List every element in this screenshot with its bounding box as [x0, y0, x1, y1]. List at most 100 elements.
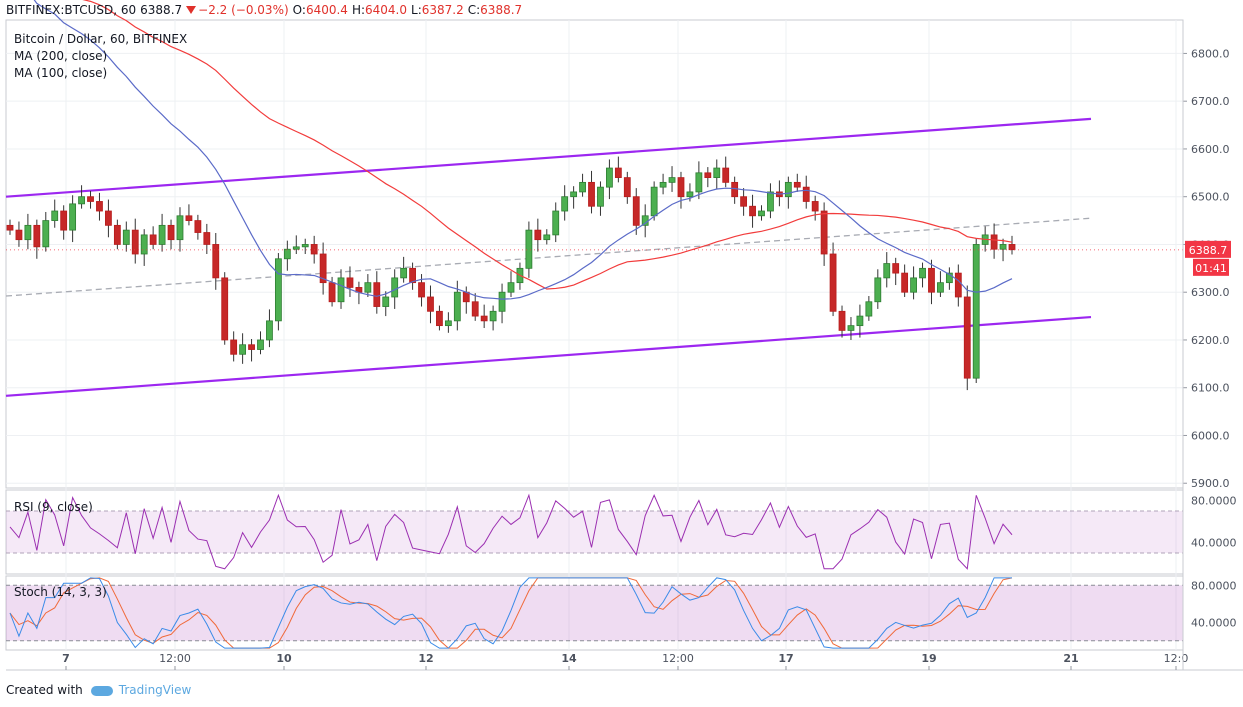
candle-body [51, 210, 59, 221]
down-arrow-icon [186, 6, 197, 14]
candle-body [283, 248, 291, 260]
candle-body [24, 224, 32, 241]
candle-body [400, 267, 408, 279]
candle-body [793, 181, 801, 188]
ma100-line [33, 0, 1013, 300]
candle-body [140, 234, 148, 255]
candle-body [847, 325, 855, 331]
y-tick-label: 6300.0 [1191, 286, 1230, 299]
legend-title[interactable]: Bitcoin / Dollar, 60, BITFINEX [14, 32, 188, 46]
candle-body [149, 234, 157, 245]
x-tick-label: 12 [418, 652, 433, 665]
symbol-name[interactable]: BITFINEX:BTCUSD, 60 [6, 3, 137, 17]
candle-body [96, 201, 103, 212]
rsi-label[interactable]: RSI (9, close) [14, 500, 93, 514]
legend-ma200[interactable]: MA (200, close) [14, 49, 108, 63]
candle-body [561, 196, 569, 212]
candle-body [937, 282, 944, 293]
main-pane [5, 19, 1184, 489]
candle-body [534, 229, 542, 241]
last-price: 6388.7 [140, 3, 183, 17]
candle-body [972, 244, 980, 379]
candle-body [614, 167, 622, 178]
candle-body [901, 272, 909, 293]
candle-body [597, 186, 604, 207]
price-tag [1185, 240, 1231, 258]
candle-body [552, 210, 560, 236]
candle-body [310, 244, 318, 255]
candle-body [328, 282, 336, 303]
candle-body [301, 244, 309, 248]
legend-ma100[interactable]: MA (100, close) [14, 66, 108, 80]
candle-body [650, 186, 658, 217]
candle-body [6, 224, 14, 231]
candle-body [990, 234, 998, 250]
candle-body [945, 272, 953, 284]
y-tick-label: 6800.0 [1191, 47, 1230, 60]
close-label: C: [467, 3, 481, 17]
candle-body [382, 296, 390, 307]
high-label: H: [351, 3, 366, 17]
candle-body [15, 229, 23, 241]
candle-body [194, 220, 202, 233]
candle-body [731, 181, 739, 198]
low-value: 6387.2 [421, 3, 464, 17]
stoch-band [6, 585, 1183, 641]
close-value: 6388.7 [480, 3, 523, 17]
candle-body [122, 229, 130, 245]
candle-body [444, 320, 452, 327]
candle-body [167, 224, 175, 241]
candle-body [239, 344, 247, 355]
symbol-header: BITFINEX:BTCUSD, 60 6388.7 −2.2 (−0.03%)… [0, 0, 1243, 20]
tradingview-link[interactable]: TradingView [118, 683, 192, 697]
candle-body [480, 315, 488, 322]
timer-tag-text: 01:41 [1195, 262, 1227, 275]
candle-body [632, 196, 640, 226]
low-label: L: [411, 3, 422, 17]
candle-body [176, 215, 184, 241]
y-tick-label: 5900.0 [1191, 477, 1230, 490]
open-label: O: [292, 3, 306, 17]
candle-body [221, 277, 229, 341]
candle-body [874, 277, 882, 303]
candle-body [346, 277, 354, 288]
candle-body [337, 277, 345, 303]
candle-body [185, 215, 193, 221]
candle-body [623, 177, 631, 198]
candle-body [677, 177, 685, 198]
tradingview-logo-icon[interactable] [90, 684, 113, 696]
candle-body [158, 224, 166, 245]
candle-body [60, 210, 68, 231]
stoch-tick-label: 80.0000 [1191, 579, 1237, 592]
candle-body [257, 339, 264, 350]
candle-body [606, 167, 613, 188]
price-tag-text: 6388.7 [1189, 244, 1228, 257]
candle-body [999, 244, 1007, 250]
candle-body [668, 177, 676, 183]
candle-body [954, 272, 962, 298]
candle-body [409, 267, 416, 284]
candle-body [418, 282, 425, 298]
candle-body [928, 267, 935, 293]
candle-body [266, 320, 273, 341]
candle-body [427, 296, 434, 312]
x-tick-label: 17 [778, 652, 793, 665]
x-tick-label: 21 [1063, 652, 1078, 665]
candle-body [740, 196, 748, 207]
candle-body [507, 282, 515, 293]
candle-body [373, 282, 381, 307]
price-change: −2.2 (−0.03%) [198, 3, 289, 17]
candle-body [749, 205, 756, 217]
rsi-tick-label: 40.0000 [1191, 537, 1237, 550]
candle-body [78, 196, 85, 205]
y-tick-label: 6600.0 [1191, 143, 1230, 156]
stoch-pane [5, 575, 1184, 651]
channel-midline [5, 217, 1092, 297]
candle-body [248, 344, 255, 350]
stoch-tick-label: 40.0000 [1191, 616, 1237, 629]
y-tick-label: 6200.0 [1191, 334, 1230, 347]
candle-body [865, 301, 873, 317]
stoch-label[interactable]: Stoch (14, 3, 3) [14, 585, 107, 599]
channel-lower-line [5, 315, 1092, 397]
